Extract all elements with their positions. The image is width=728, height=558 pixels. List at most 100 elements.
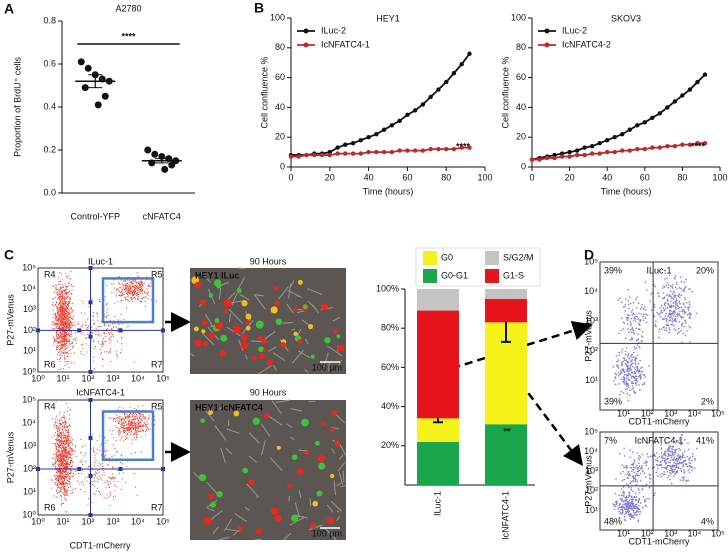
cell-dot [67,332,68,333]
data-point [658,111,662,115]
cell-dot [108,484,109,485]
cell-dot [62,422,63,423]
cell-dot [59,293,60,294]
cell-dot [120,462,121,463]
cell-dot [628,332,630,334]
cell-dot [64,460,65,461]
cell-dot [109,487,110,488]
cell-dot [137,418,138,419]
cell-nucleus [210,502,216,508]
cell-dot [66,474,67,475]
cell-dot [137,290,138,291]
cell-dot [642,471,644,473]
cell-dot [108,481,109,482]
cell-dot [630,467,632,469]
cell-dot [64,335,65,336]
cell-dot [119,283,120,284]
cell-dot [139,284,140,285]
cell-dot [56,450,57,451]
cell-dot [673,310,675,312]
cell-dot [58,342,59,343]
cell-dot [682,455,684,457]
cell-dot [678,456,680,458]
cell-dot [62,345,63,346]
cell-dot [683,464,685,466]
cell-dot [638,511,640,513]
cell-dot [52,322,53,323]
cell-dot [639,514,641,516]
cell-dot [93,451,94,452]
cell-dot [635,475,637,477]
cell-dot [692,456,694,458]
cell-dot [657,467,659,469]
cell-dot [93,312,94,313]
cell-dot [639,389,641,391]
cell-dot [107,482,108,483]
data-point [397,119,401,123]
cell-dot [624,374,626,376]
x-tick-label: 10³ [106,373,119,383]
cell-dot [57,481,58,482]
gate-label: R4 [44,401,56,411]
cell-dot [658,295,660,297]
data-point [405,113,409,117]
cell-dot [631,314,633,316]
cell-dot [52,443,53,444]
cell-dot [119,473,120,474]
cell-dot [97,470,98,471]
cell-dot [123,423,124,424]
cell-dot [56,416,57,417]
cell-dot [684,306,686,308]
cell-dot [664,302,666,304]
cell-dot [130,282,131,283]
cell-dot [662,312,664,314]
cell-dot [56,455,57,456]
cell-dot [69,340,70,341]
cell-dot [637,452,639,454]
cell-nucleus [318,455,325,462]
cell-dot [93,320,94,321]
bar-segment [485,289,527,299]
cell-dot [672,464,674,466]
cell-dot [97,478,98,479]
data-point [643,120,647,124]
cell-dot [56,457,57,458]
cell-dot [62,426,63,427]
cell-dot [642,331,644,333]
cell-dot [671,286,673,288]
cell-dot [62,298,63,299]
cell-dot [128,429,129,430]
cell-process [343,471,344,482]
cell-dot [138,296,139,297]
cell-dot [85,477,86,478]
cell-dot [55,315,56,316]
cell-dot [68,305,69,306]
cell-dot [123,319,124,320]
data-point [335,151,339,155]
cell-dot [630,303,632,305]
y-tick-label: 0.2 [43,144,56,154]
cell-dot [121,291,122,292]
cell-dot [624,507,626,509]
cell-dot [67,479,68,480]
cell-dot [62,307,63,308]
cell-dot [65,493,66,494]
cell-dot [64,358,65,359]
cell-dot [122,463,123,464]
cell-dot [85,322,86,323]
cell-dot [63,492,64,493]
cell-dot [672,446,674,448]
cell-dot [112,334,113,335]
cell-dot [640,511,642,513]
cell-dot [130,425,131,426]
cell-dot [68,429,69,430]
legend-marker [545,29,550,34]
cell-dot [62,327,63,328]
cell-dot [637,333,639,335]
cell-dot [68,275,69,276]
cell-dot [59,439,60,440]
cell-dot [670,319,672,321]
cell-dot [662,319,664,321]
data-point [421,148,425,152]
cell-dot [635,327,637,329]
